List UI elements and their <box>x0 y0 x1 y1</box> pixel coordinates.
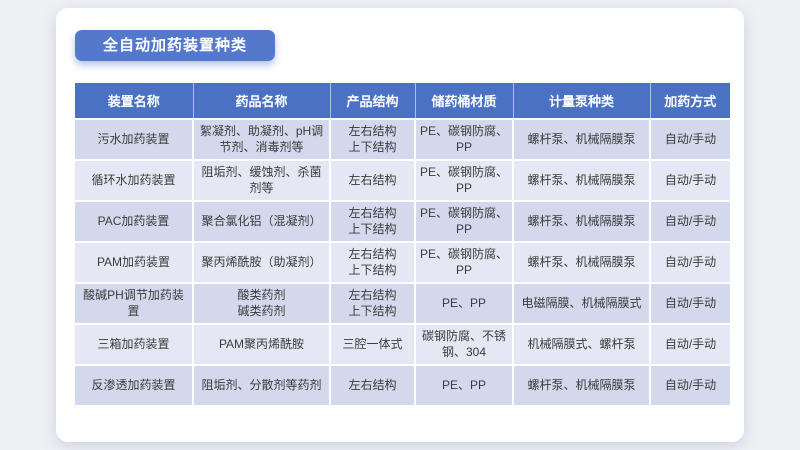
table-row: 反渗透加药装置 阻垢剂、分散剂等药剂 左右结构 PE、PP 螺杆泵、机械隔膜泵 自动/手动 <box>75 364 730 407</box>
table-cell: 自动/手动 <box>649 364 730 407</box>
table-cell: 聚合氯化铝（混凝剂） <box>192 200 331 243</box>
table-cell: 反渗透加药装置 <box>75 364 194 407</box>
table-cell: 螺杆泵、机械隔膜泵 <box>512 200 651 243</box>
table-cell: PE、碳钢防腐、PP <box>414 200 514 243</box>
column-header: 计量泵种类 <box>512 83 650 120</box>
table-cell: 循环水加药装置 <box>75 159 194 202</box>
table-cell: 自动/手动 <box>649 118 730 161</box>
table-cell: 碳钢防腐、不锈钢、304 <box>414 323 514 366</box>
table-body: 污水加药装置 絮凝剂、助凝剂、pH调节剂、消毒剂等 左右结构 上下结构 PE、碳钢防腐… <box>75 118 730 407</box>
table-cell: 螺杆泵、机械隔膜泵 <box>512 118 651 161</box>
table-cell: 自动/手动 <box>649 282 730 325</box>
table-header-row: 装置名称 药品名称 产品结构 储药桶材质 计量泵种类 加药方式 <box>75 83 730 120</box>
table-cell: 聚丙烯酰胺（助凝剂） <box>192 241 331 284</box>
table-cell: 电磁隔膜、机械隔膜式 <box>512 282 651 325</box>
table-cell: 阻垢剂、分散剂等药剂 <box>192 364 331 407</box>
column-header: 加药方式 <box>649 83 730 120</box>
table-row: 酸碱PH调节加药装置 酸类药剂 碱类药剂 左右结构 上下结构 PE、PP 电磁隔膜、机械… <box>75 282 730 325</box>
table-row: PAC加药装置 聚合氯化铝（混凝剂） 左右结构 上下结构 PE、碳钢防腐、PP 螺杆泵、… <box>75 200 730 243</box>
table-cell: 螺杆泵、机械隔膜泵 <box>512 241 651 284</box>
table-cell: 自动/手动 <box>649 159 730 202</box>
table-row: 三箱加药装置 PAM聚丙烯酰胺 三腔一体式 碳钢防腐、不锈钢、304 机械隔膜式、螺杆泵… <box>75 323 730 366</box>
table-cell: 左右结构 上下结构 <box>329 282 416 325</box>
column-header: 药品名称 <box>192 83 330 120</box>
table-cell: PAM加药装置 <box>75 241 194 284</box>
table-cell: 自动/手动 <box>649 323 730 366</box>
dosing-device-table: 装置名称 药品名称 产品结构 储药桶材质 计量泵种类 加药方式 污水加药装置 絮凝剂、助凝剂… <box>75 83 730 407</box>
table-row: PAM加药装置 聚丙烯酰胺（助凝剂） 左右结构 上下结构 PE、碳钢防腐、PP 螺杆泵、… <box>75 241 730 284</box>
table-row: 循环水加药装置 阻垢剂、缓蚀剂、杀菌剂等 左右结构 PE、碳钢防腐、PP 螺杆泵、机械隔… <box>75 159 730 202</box>
table-cell: PE、PP <box>414 282 514 325</box>
table-cell: 三腔一体式 <box>329 323 416 366</box>
table-cell: 絮凝剂、助凝剂、pH调节剂、消毒剂等 <box>192 118 331 161</box>
table-cell: 酸碱PH调节加药装置 <box>75 282 194 325</box>
table-cell: 螺杆泵、机械隔膜泵 <box>512 159 651 202</box>
table-cell: PE、PP <box>414 364 514 407</box>
column-header: 产品结构 <box>329 83 415 120</box>
table-cell: 三箱加药装置 <box>75 323 194 366</box>
table-cell: PAM聚丙烯酰胺 <box>192 323 331 366</box>
table-cell: 阻垢剂、缓蚀剂、杀菌剂等 <box>192 159 331 202</box>
table-cell: 左右结构 上下结构 <box>329 118 416 161</box>
table-cell: 酸类药剂 碱类药剂 <box>192 282 331 325</box>
table-cell: PAC加药装置 <box>75 200 194 243</box>
table-cell: 左右结构 上下结构 <box>329 241 416 284</box>
table-cell: 机械隔膜式、螺杆泵 <box>512 323 651 366</box>
table-cell: 左右结构 <box>329 159 416 202</box>
table-cell: 螺杆泵、机械隔膜泵 <box>512 364 651 407</box>
table-row: 污水加药装置 絮凝剂、助凝剂、pH调节剂、消毒剂等 左右结构 上下结构 PE、碳钢防腐… <box>75 118 730 161</box>
table-cell: 左右结构 <box>329 364 416 407</box>
page-title: 全自动加药装置种类 <box>75 30 275 61</box>
table-cell: 自动/手动 <box>649 200 730 243</box>
column-header: 储药桶材质 <box>414 83 513 120</box>
column-header: 装置名称 <box>75 83 193 120</box>
table-cell: 污水加药装置 <box>75 118 194 161</box>
table-cell: PE、碳钢防腐、PP <box>414 241 514 284</box>
table-cell: PE、碳钢防腐、PP <box>414 118 514 161</box>
table-cell: 自动/手动 <box>649 241 730 284</box>
table-cell: PE、碳钢防腐、PP <box>414 159 514 202</box>
table-cell: 左右结构 上下结构 <box>329 200 416 243</box>
